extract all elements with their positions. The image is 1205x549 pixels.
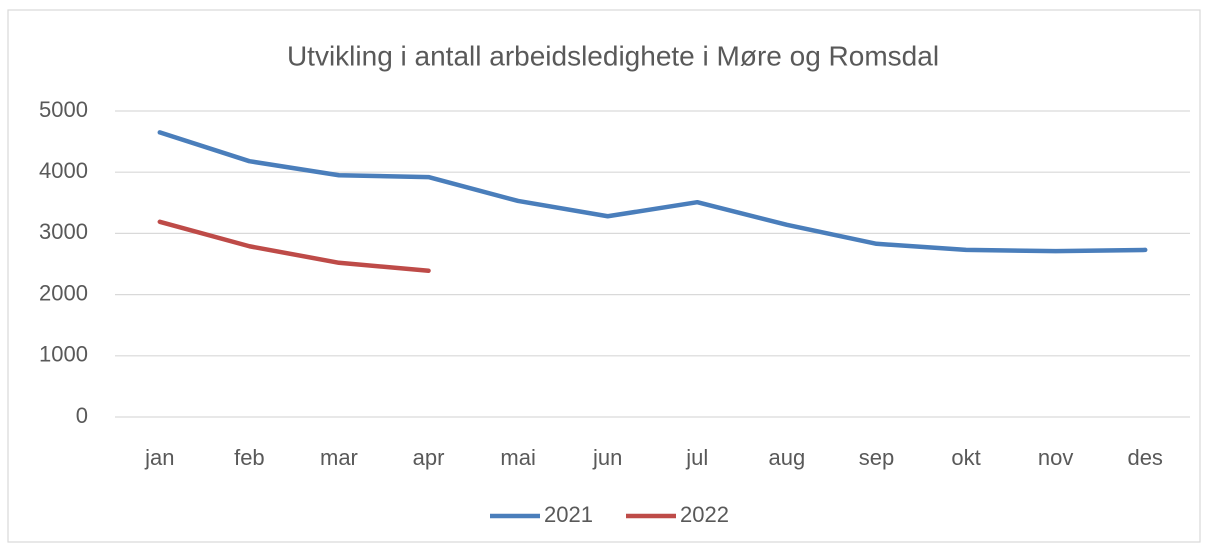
x-tick-label: feb: [234, 445, 265, 470]
x-tick-label: jan: [144, 445, 174, 470]
x-tick-label: nov: [1038, 445, 1073, 470]
y-tick-label: 2000: [39, 280, 88, 305]
chart-title: Utvikling i antall arbeidsledighete i Mø…: [287, 40, 939, 71]
x-tick-label: mar: [320, 445, 358, 470]
y-tick-label: 5000: [39, 97, 88, 122]
x-tick-label: jun: [592, 445, 622, 470]
x-tick-label: sep: [859, 445, 894, 470]
legend-label: 2021: [544, 502, 593, 527]
chart-frame: [7, 9, 1201, 543]
x-tick-label: des: [1127, 445, 1162, 470]
x-tick-label: aug: [769, 445, 806, 470]
y-tick-label: 1000: [39, 342, 88, 367]
line-series: [157, 219, 431, 273]
x-tick-label: jul: [685, 445, 708, 470]
x-tick-label: okt: [951, 445, 980, 470]
y-tick-label: 0: [76, 403, 88, 428]
line-series: [157, 130, 1148, 254]
legend-label: 2022: [680, 502, 729, 527]
y-tick-label: 4000: [39, 158, 88, 183]
y-tick-label: 3000: [39, 219, 88, 244]
x-tick-label: mai: [500, 445, 535, 470]
x-tick-label: apr: [413, 445, 445, 470]
